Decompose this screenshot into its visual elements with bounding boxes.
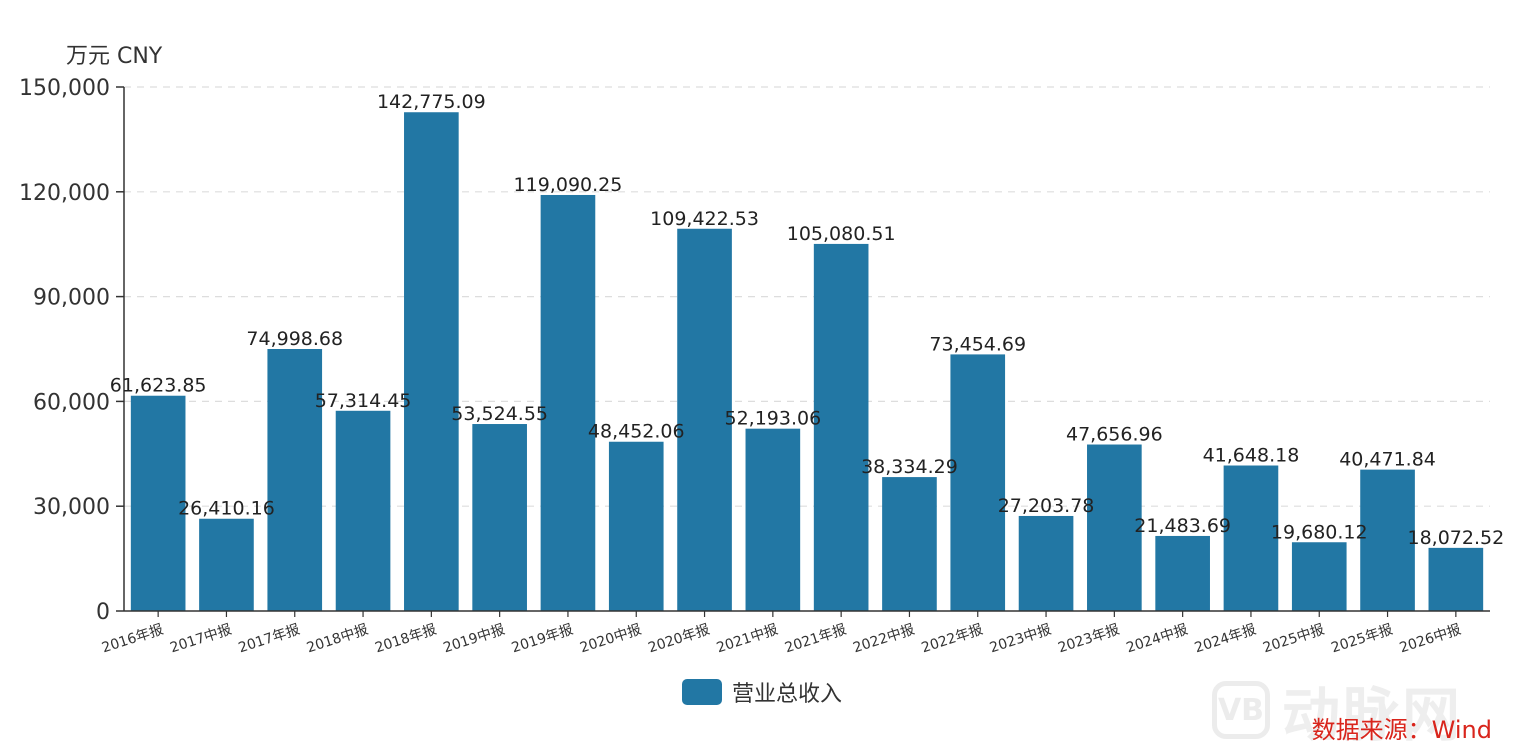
y-tick-label: 30,000 <box>33 495 110 520</box>
bar-value-label: 74,998.68 <box>246 328 343 350</box>
x-tick-label: 2025中报 <box>1261 622 1326 657</box>
bar <box>199 518 254 611</box>
x-tick-label: 2019中报 <box>441 622 506 657</box>
bar <box>540 194 596 611</box>
bar-value-label: 38,334.29 <box>861 456 958 478</box>
bar-value-label: 53,524.55 <box>451 403 548 425</box>
legend-label: 营业总收入 <box>732 682 843 707</box>
x-tick-label: 2026中报 <box>1398 622 1463 657</box>
bar-value-label: 109,422.53 <box>650 208 759 230</box>
y-tick-label: 120,000 <box>19 181 110 206</box>
bar <box>1428 547 1484 611</box>
bar-value-label: 18,072.52 <box>1407 527 1504 549</box>
bar-value-label: 61,623.85 <box>110 375 207 397</box>
bar <box>608 441 664 611</box>
x-tick-label: 2023年报 <box>1056 622 1121 657</box>
bar-value-label: 52,193.06 <box>724 408 821 430</box>
bar <box>677 228 732 612</box>
x-tick-label: 2020年报 <box>646 622 711 657</box>
x-tick-label: 2017年报 <box>237 622 302 657</box>
y-tick-label: 150,000 <box>19 76 110 101</box>
grid-lines <box>124 86 1490 507</box>
y-axis: 0 30,000 60,000 90,000 120,000 150,000 <box>19 76 125 625</box>
bar-value-label: 119,090.25 <box>514 174 623 196</box>
bar-value-label: 105,080.51 <box>787 223 896 245</box>
x-tick-label: 2019年报 <box>510 622 575 657</box>
y-axis-unit-label: 万元 CNY <box>66 44 163 69</box>
legend[interactable]: 营业总收入 <box>682 676 842 708</box>
bar <box>267 349 323 611</box>
bar <box>1291 542 1347 611</box>
bar <box>882 477 937 611</box>
bar <box>1360 469 1415 611</box>
bar <box>745 428 801 611</box>
bar-value-label: 21,483.69 <box>1134 515 1231 537</box>
watermark-text: 动脉网 <box>1282 681 1463 749</box>
data-labels: 61,623.85 26,410.16 74,998.68 57,314.45 142,… <box>110 91 1504 549</box>
bar <box>335 410 391 611</box>
x-tick-label: 2021中报 <box>715 622 780 657</box>
x-tick-label: 2020中报 <box>578 622 643 657</box>
x-tick-label: 2022年报 <box>920 622 985 657</box>
bar <box>1223 465 1279 611</box>
x-tick-label: 2018中报 <box>305 622 370 657</box>
x-tick-label: 2022中报 <box>851 622 916 657</box>
bar-value-label: 41,648.18 <box>1203 445 1300 467</box>
y-tick-label: 60,000 <box>33 390 110 415</box>
bar-value-label: 19,680.12 <box>1271 521 1368 543</box>
bars <box>130 112 1484 612</box>
x-tick-label: 2023中报 <box>988 622 1053 657</box>
data-source-note: 数据来源：Wind <box>1311 716 1492 744</box>
x-tick-label: 2018年报 <box>373 622 438 657</box>
x-axis: 2016年报 2017中报 2017年报 2018中报 2018年报 2019中报 2019… <box>100 610 1490 657</box>
bar-value-label: 27,203.78 <box>998 495 1095 517</box>
bar <box>950 354 1006 611</box>
y-tick-label: 0 <box>96 600 110 625</box>
bar-value-label: 57,314.45 <box>315 390 412 412</box>
x-tick-label: 2024中报 <box>1124 622 1189 657</box>
bar <box>472 424 527 611</box>
bar <box>1155 535 1210 611</box>
y-tick-label: 90,000 <box>33 286 110 311</box>
bar-value-label: 73,454.69 <box>929 333 1026 355</box>
watermark-badge: VB <box>1212 681 1270 739</box>
bar-value-label: 26,410.16 <box>178 498 275 520</box>
bar <box>1087 444 1142 611</box>
bar <box>130 395 186 611</box>
bar <box>1018 515 1074 611</box>
x-tick-label: 2021年报 <box>783 622 848 657</box>
x-tick-label: 2016年报 <box>100 622 165 657</box>
bar-value-label: 48,452.06 <box>588 421 685 443</box>
legend-swatch <box>682 679 722 705</box>
bar-value-label: 40,471.84 <box>1339 449 1436 471</box>
bar <box>404 112 459 612</box>
watermark-logo: VB 动脉网 <box>1212 668 1462 752</box>
bar-value-label: 47,656.96 <box>1066 424 1163 446</box>
bar <box>813 243 869 611</box>
x-tick-label: 2025年报 <box>1329 622 1394 657</box>
bar-value-label: 142,775.09 <box>377 91 486 113</box>
x-tick-label: 2017中报 <box>168 622 233 657</box>
x-tick-label: 2024年报 <box>1193 622 1258 657</box>
